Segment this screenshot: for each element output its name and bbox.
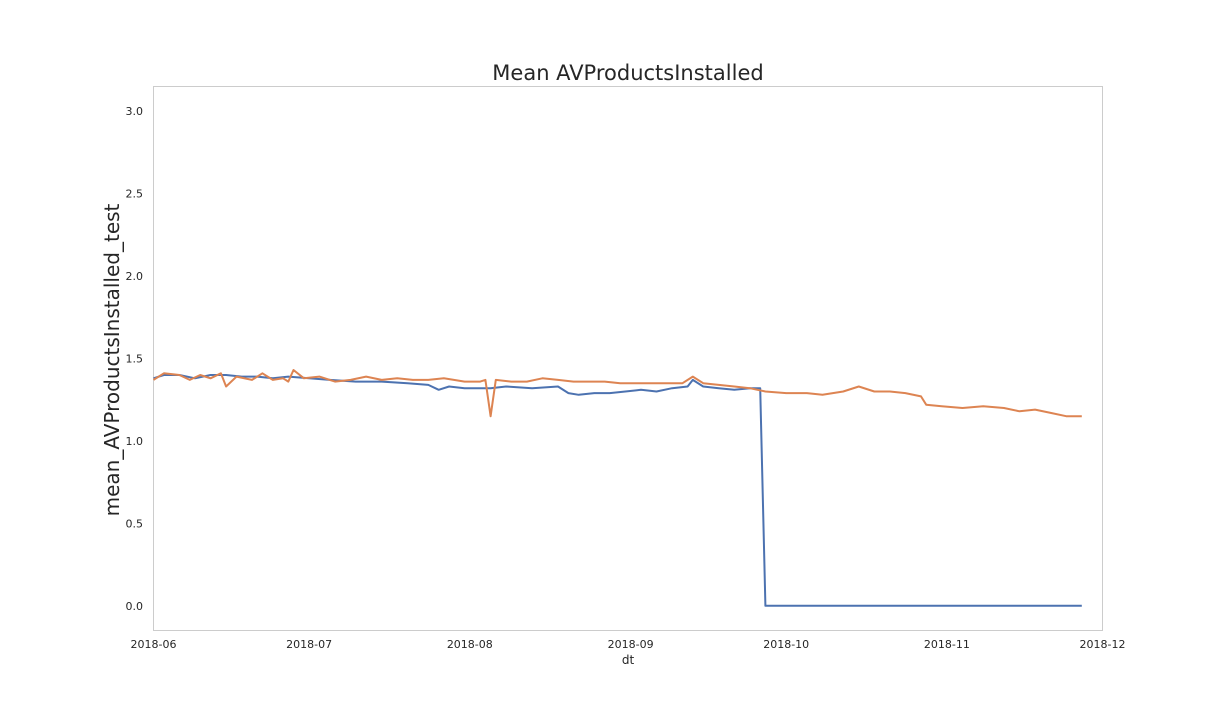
x-tick-label: 2018-07	[286, 638, 332, 651]
x-axis-label: dt	[622, 653, 635, 667]
x-tick-label: 2018-06	[131, 638, 177, 651]
y-axis-ticks: 0.0 0.5 1.0 1.5 2.0 2.5 3.0	[126, 105, 144, 613]
y-tick-label: 2.0	[126, 270, 144, 283]
chart-title: Mean AVProductsInstalled	[492, 61, 763, 85]
series-line-2	[152, 369, 1082, 418]
series-line-1	[153, 374, 1082, 607]
x-tick-label: 2018-08	[447, 638, 493, 651]
y-tick-label: 0.5	[126, 517, 144, 530]
y-tick-label: 3.0	[126, 105, 144, 118]
x-axis-ticks: 2018-06 2018-07 2018-08 2018-09 2018-10 2018-…	[131, 638, 1126, 651]
y-tick-label: 1.5	[126, 353, 144, 366]
plot-area-frame	[153, 86, 1103, 631]
x-tick-label: 2018-11	[924, 638, 970, 651]
series-layer	[152, 369, 1082, 607]
y-tick-label: 1.0	[126, 435, 144, 448]
x-tick-label: 2018-10	[763, 638, 809, 651]
y-tick-label: 2.5	[126, 188, 144, 201]
x-tick-label: 2018-12	[1080, 638, 1126, 651]
y-axis-label: mean_AVProductsInstalled_test	[100, 203, 124, 516]
y-tick-label: 0.0	[126, 600, 144, 613]
x-tick-label: 2018-09	[608, 638, 654, 651]
